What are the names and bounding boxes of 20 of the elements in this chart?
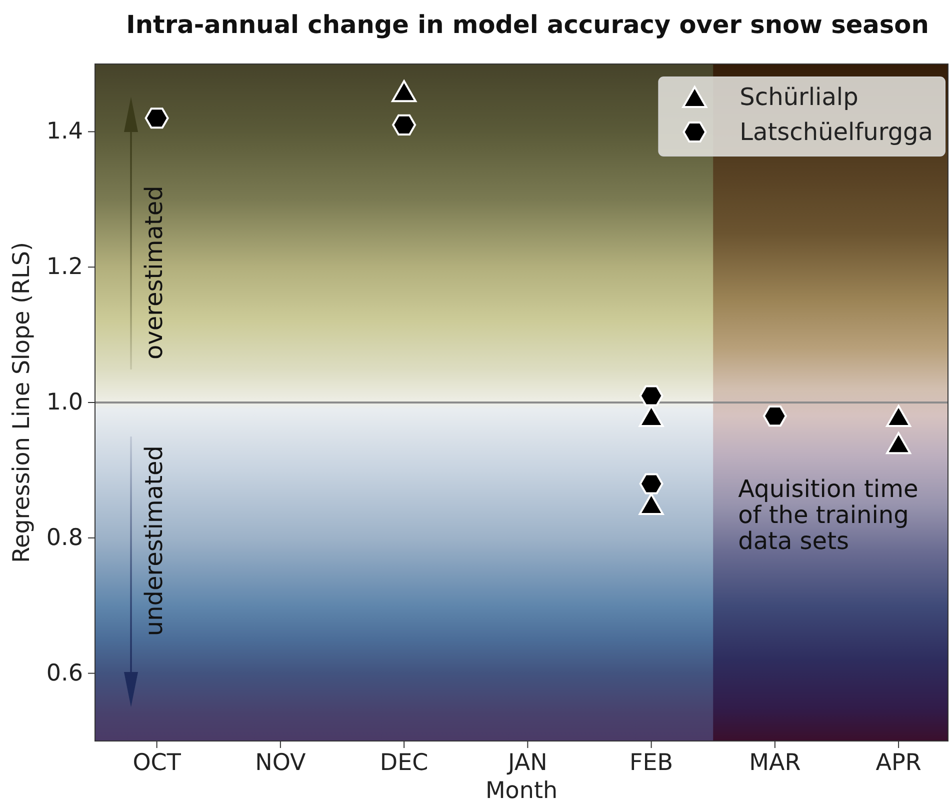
x-axis-title: Month xyxy=(485,778,558,801)
y-tick-label: 1.2 xyxy=(46,254,83,280)
x-tick-label: NOV xyxy=(255,750,306,776)
y-tick-label: 0.8 xyxy=(46,524,83,551)
x-tick-label: FEB xyxy=(630,750,674,776)
chart-title: Intra-annual change in model accuracy over snow season xyxy=(126,10,929,39)
y-tick-label: 0.6 xyxy=(46,660,83,686)
x-tick-label: OCT xyxy=(132,750,182,776)
legend-label: Schürlialp xyxy=(740,83,858,111)
x-tick-label: DEC xyxy=(380,750,428,776)
x-tick-label: MAR xyxy=(749,750,801,776)
legend-label: Latschüelfurgga xyxy=(740,118,934,146)
y-tick-label: 1.4 xyxy=(46,118,83,145)
x-tick-label: APR xyxy=(876,750,922,776)
y-axis-title: Regression Line Slope (RLS) xyxy=(9,242,35,563)
annotation: underestimated xyxy=(140,446,168,636)
y-tick-label: 1.0 xyxy=(46,390,83,416)
band-label: Aquisition time of the training data sets xyxy=(738,475,918,555)
annotation: overestimated xyxy=(140,186,168,360)
x-tick-label: JAN xyxy=(506,750,548,776)
